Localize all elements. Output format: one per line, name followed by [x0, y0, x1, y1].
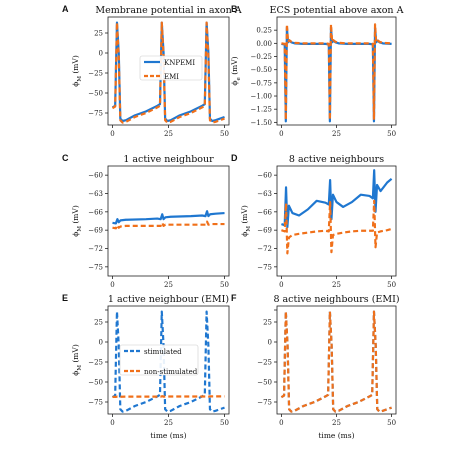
panel-letter: A: [62, 4, 69, 14]
y-tick-label: −60: [257, 172, 272, 180]
x-tick-label: 0: [279, 281, 283, 289]
panel-f: F 8 active neighbours (EMI) 25 0 −25 −50 −75 0 2…: [231, 293, 400, 440]
x-tick-label: 50: [387, 130, 396, 138]
x-tick-label: 25: [164, 130, 173, 138]
legend-label: KNPEMI: [164, 59, 195, 67]
legend-box: [119, 344, 199, 376]
y-axis-label: ϕM (mV): [71, 205, 83, 237]
x-tick-label: 50: [220, 130, 229, 138]
x-tick-label: 50: [220, 419, 229, 427]
panel-title: 1 active neighbour (EMI): [108, 294, 229, 305]
y-tick-label: −60: [88, 172, 103, 180]
y-tick-label: −66: [88, 208, 103, 216]
x-tick-label: 0: [279, 419, 283, 427]
y-tick-label: −63: [257, 190, 272, 198]
legend-label: non-stimulated: [144, 368, 198, 376]
x-tick-label: 50: [387, 419, 396, 427]
series-line-non-stimulated: [112, 394, 225, 399]
y-tick-label: 0.00: [256, 40, 272, 48]
y-tick-label: −75: [88, 399, 103, 407]
plot-frame: [276, 16, 397, 126]
x-tick-label: 25: [332, 130, 341, 138]
series-line-non-stimulated: [280, 310, 392, 413]
panel-e: E 1 active neighbour (EMI) 25 0 −25 −50 −75 0 25…: [62, 293, 230, 440]
y-tick-label: −50: [88, 90, 103, 98]
x-tick-label: 50: [220, 281, 229, 289]
y-tick-label: −1.00: [251, 93, 272, 101]
series-line-emi: [112, 220, 225, 230]
y-tick-label: −69: [88, 227, 103, 235]
y-axis-label: ϕM (mV): [240, 205, 252, 237]
legend-label: stimulated: [144, 348, 182, 356]
legend: stimulated non-stimulated: [119, 344, 199, 376]
x-tick-label: 25: [332, 419, 341, 427]
panel-letter: C: [62, 153, 69, 163]
panel-b: B ECS potential above axon A 0.25 0.00 −0.25…: [230, 4, 404, 138]
y-tick-label: −75: [88, 263, 103, 271]
panel-title: 8 active neighbours: [289, 154, 384, 165]
y-axis-label: ϕM (mV): [71, 55, 83, 87]
y-tick-label: −1.50: [251, 119, 272, 127]
panel-letter: D: [231, 153, 238, 163]
y-tick-label: 0: [99, 339, 103, 347]
y-tick-label: 0.25: [256, 27, 272, 35]
y-tick-label: −25: [88, 70, 103, 78]
series-line-emi: [111, 21, 225, 124]
y-tick-label: 0: [99, 50, 103, 58]
series-line-knpemi: [112, 210, 225, 225]
x-tick-label: 25: [332, 281, 341, 289]
panel-letter: F: [231, 293, 237, 303]
panel-title: ECS potential above axon A: [270, 5, 404, 16]
y-tick-label: −0.25: [251, 53, 272, 61]
y-tick-label: −75: [257, 399, 272, 407]
legend: KNPEMI EMI: [139, 55, 203, 81]
x-tick-label: 50: [387, 281, 396, 289]
y-tick-label: −25: [88, 359, 103, 367]
x-axis-label: time (ms): [150, 431, 186, 440]
y-tick-label: −63: [88, 190, 103, 198]
x-tick-label: 0: [279, 130, 283, 138]
y-tick-label: −69: [257, 227, 272, 235]
plot-frame: [276, 165, 397, 277]
y-tick-label: −72: [88, 245, 103, 253]
series-line-knpemi: [281, 169, 393, 229]
x-axis-label: time (ms): [318, 431, 354, 440]
panel-letter: E: [62, 293, 68, 303]
y-tick-label: −25: [257, 359, 272, 367]
y-tick-label: −75: [257, 263, 272, 271]
panel-title: 8 active neighbours (EMI): [273, 294, 399, 305]
y-tick-label: 25: [263, 319, 272, 327]
panel-title: Membrane potential in axon A: [95, 5, 241, 16]
y-tick-label: −50: [257, 379, 272, 387]
y-tick-label: 25: [94, 319, 103, 327]
y-tick-label: −0.50: [251, 66, 272, 74]
y-tick-label: −1.25: [251, 106, 272, 114]
legend-label: EMI: [164, 73, 179, 81]
y-tick-label: −72: [257, 245, 272, 253]
panel-letter: B: [231, 4, 238, 14]
x-tick-label: 0: [110, 281, 114, 289]
y-tick-label: −0.75: [251, 79, 272, 87]
y-axis-label: ϕe (mV): [230, 56, 242, 85]
y-tick-label: −66: [257, 208, 272, 216]
y-tick-label: 25: [94, 30, 103, 38]
x-tick-label: 25: [164, 281, 173, 289]
x-tick-label: 0: [110, 419, 114, 427]
x-tick-label: 25: [164, 419, 173, 427]
series-line-stimulated: [111, 310, 225, 413]
plot-frame: [276, 305, 397, 415]
plot-frame: [107, 165, 230, 277]
panel-d: D 8 active neighbours −60 −63 −66 −69 −72 −75 0 2…: [231, 153, 397, 289]
series-line-emi: [281, 23, 392, 121]
x-tick-label: 0: [110, 130, 114, 138]
series-line-emi: [281, 199, 392, 255]
panel-c: C 1 active neighbour −60 −63 −66 −69 −72 −75 0 25…: [62, 153, 230, 289]
y-axis-label: ϕM (mV): [71, 344, 83, 376]
panel-a: A Membrane potential in axon A 25 0 −25 −50 −7…: [62, 4, 242, 138]
y-tick-label: −50: [88, 379, 103, 387]
y-tick-label: 0: [268, 339, 272, 347]
y-tick-label: −75: [88, 110, 103, 118]
panel-title: 1 active neighbour: [123, 154, 214, 165]
